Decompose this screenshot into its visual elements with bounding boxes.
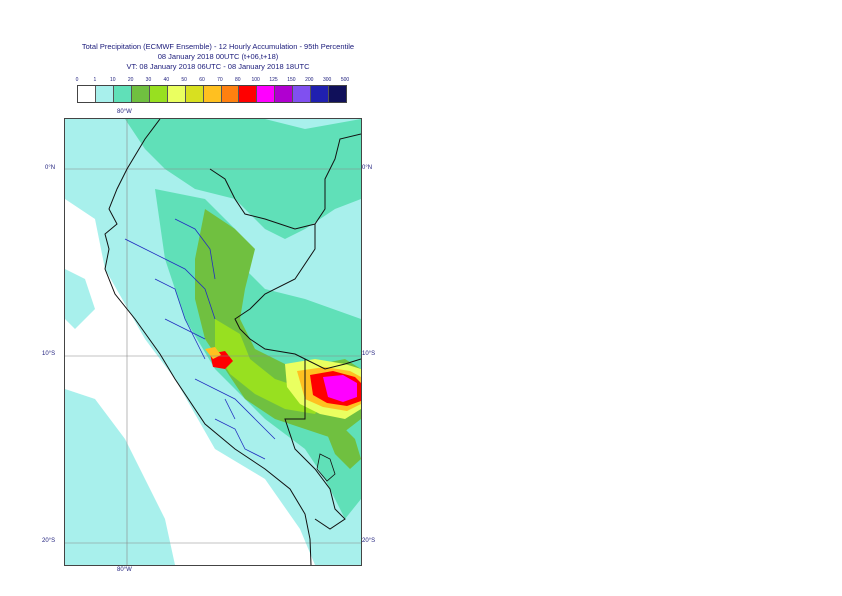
lat-label-20-left: 20°S [42, 538, 56, 544]
legend-color-cell [239, 86, 258, 102]
color-legend: 0 1 10 20 30 40 50 60 70 80 100 125 150 200 300 500 [75, 77, 350, 103]
lat-label-10-right: 10°S [362, 351, 376, 357]
legend-tick-label: 150 [287, 77, 296, 83]
legend-color-cell [131, 86, 150, 102]
legend-color-cell [203, 86, 222, 102]
valid-time: VT: 08 January 2018 06UTC - 08 January 2… [126, 62, 310, 71]
legend-tick-label: 200 [305, 77, 314, 83]
lon-label-bottom: 80°W [117, 567, 132, 573]
map-svg [65, 119, 361, 565]
legend-color-cell [149, 86, 168, 102]
legend-color-cell [311, 86, 330, 102]
chart-title: Total Precipitation (ECMWF Ensemble) - 1… [81, 42, 355, 51]
coastline [104, 119, 312, 565]
country-border [209, 133, 361, 530]
lat-label-0-left: 0°N [45, 165, 56, 171]
legend-color-cell [167, 86, 186, 102]
legend-tick-label: 125 [269, 77, 278, 83]
legend-color-cell [113, 86, 132, 102]
title-block: Total Precipitation (ECMWF Ensemble) - 1… [40, 42, 396, 72]
legend-tick-label: 0 [75, 77, 79, 83]
ocean-precip-patch-sw [65, 389, 175, 565]
legend-color-cell [95, 86, 114, 102]
legend-color-cell [329, 86, 347, 102]
region-borders [124, 218, 276, 460]
base-time: 08 January 2018 00UTC (t+06,t+18) [157, 52, 279, 61]
legend-tick-label: 100 [251, 77, 260, 83]
legend-tick-label: 30 [145, 77, 152, 83]
legend-tick-label: 500 [340, 77, 350, 83]
legend-tick-label: 40 [163, 77, 170, 83]
legend-color-cell [78, 86, 96, 102]
legend-color-cell [185, 86, 204, 102]
lat-label-20-right: 20°S [362, 538, 376, 544]
legend-tick-label: 20 [127, 77, 134, 83]
legend-tick-label: 80 [235, 77, 241, 83]
legend-color-cell [293, 86, 312, 102]
precipitation-map [64, 118, 362, 566]
legend-tick-label: 10 [109, 77, 116, 83]
legend-labels: 0 1 10 20 30 40 50 60 70 80 100 125 150 200 300 500 [75, 77, 350, 85]
lake [316, 453, 336, 482]
ocean-precip-patch-w [65, 269, 95, 329]
legend-tick-label: 300 [322, 77, 332, 83]
legend-color-cell [275, 86, 294, 102]
legend-color-cell [221, 86, 240, 102]
legend-tick-label: 60 [199, 77, 205, 83]
lat-label-10-left: 10°S [42, 351, 56, 357]
lat-label-0-right: 0°N [362, 165, 373, 171]
legend-tick-label: 50 [181, 77, 187, 83]
legend-bar [77, 85, 347, 103]
legend-tick-label: 70 [217, 77, 223, 83]
lon-label-top: 80°W [117, 109, 132, 115]
legend-tick-label: 1 [93, 77, 97, 83]
precip-teal-north [125, 119, 361, 239]
legend-color-cell [257, 86, 276, 102]
precip-magenta-core [323, 375, 357, 402]
precip-green-south [327, 419, 361, 469]
